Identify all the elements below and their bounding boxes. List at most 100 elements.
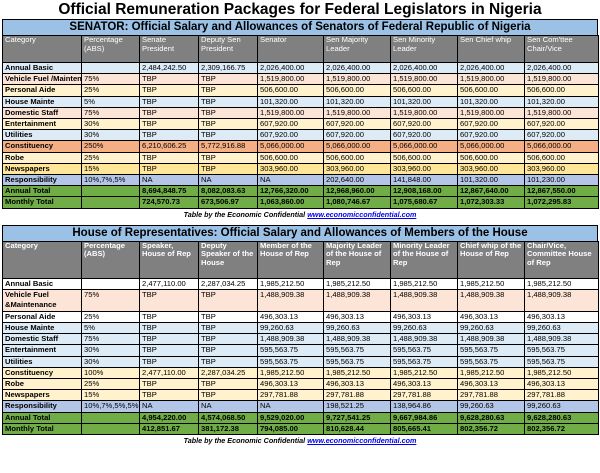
- table-cell: 297,781.88: [524, 389, 599, 402]
- table-cell: 1,519,800.00: [390, 106, 458, 120]
- table-cell: 297,781.88: [390, 389, 458, 402]
- table-cell: 496,303.13: [390, 310, 458, 324]
- column-header: Majority Leader of the House of Rep: [323, 240, 391, 279]
- row-category: Personal Aide: [2, 310, 82, 324]
- table-cell: 2,477,110.00: [139, 366, 199, 380]
- table-cell: 1,519,800.00: [257, 73, 324, 86]
- table-cell: 1,519,800.00: [390, 73, 458, 86]
- table-cell: TBP: [139, 129, 199, 142]
- table-cell: TBP: [139, 118, 199, 131]
- table-cell: 1,519,800.00: [257, 106, 324, 120]
- column-header: Member of the House of Rep: [257, 240, 324, 279]
- table-row: Monthly Total 724,570.73 673,506.97 1,063,8…: [2, 196, 599, 209]
- table-cell: [81, 185, 140, 198]
- table-cell: TBP: [198, 344, 258, 357]
- table-cell: 496,303.13: [457, 310, 525, 324]
- table-cell: TBP: [139, 310, 199, 324]
- table-cell: TBP: [139, 73, 199, 86]
- table-cell: 2,026,400.00: [524, 61, 599, 75]
- table-cell: TBP: [139, 162, 199, 176]
- table-cell: 5,066,000.00: [457, 140, 525, 153]
- table-cell: 99,260.63: [257, 322, 324, 335]
- table-cell: 506,600.00: [257, 151, 324, 164]
- table-cell: 506,600.00: [257, 84, 324, 97]
- row-category: Utilities: [2, 129, 82, 142]
- table-cell: 1,985,212.50: [457, 366, 525, 380]
- table-cell: [81, 411, 140, 424]
- column-header: Category: [2, 240, 82, 279]
- table-cell: 8,082,083.63: [198, 185, 258, 198]
- table-row: Annual Basic 2,477,110.00 2,287,034.25 1,98…: [2, 277, 599, 290]
- table-cell: 496,303.13: [457, 378, 525, 391]
- table-cell: 673,506.97: [198, 196, 258, 209]
- table-row: Entertainment 30% TBP TBP 607,920.00 607,920.…: [2, 118, 599, 131]
- column-header: Chief whip of the House of Rep: [457, 240, 525, 279]
- table-cell: 595,563.75: [524, 355, 599, 368]
- table-cell: 607,920.00: [390, 118, 458, 131]
- table-cell: NA: [139, 174, 199, 187]
- table-cell: 5%: [81, 95, 140, 108]
- table-cell: 75%: [81, 333, 140, 346]
- table-cell: 506,600.00: [457, 151, 525, 164]
- table-cell: 10%,7%,5%: [81, 174, 140, 187]
- table-cell: 12,867,550.00: [524, 185, 599, 198]
- table-cell: 1,488,909.38: [390, 288, 458, 312]
- table-cell: 30%: [81, 129, 140, 142]
- table-cell: 297,781.88: [323, 389, 391, 402]
- table-cell: 595,563.75: [457, 344, 525, 357]
- table-cell: TBP: [139, 333, 199, 346]
- table-cell: 75%: [81, 288, 140, 312]
- table-cell: 8,694,848.75: [139, 185, 199, 198]
- table-cell: 4,574,068.50: [198, 411, 258, 424]
- table-row: Annual Total 4,954,220.00 4,574,068.50 9,52…: [2, 411, 599, 424]
- table-row: Robe 25% TBP TBP 506,600.00 506,600.00 506,600…: [2, 151, 599, 164]
- table-cell: 1,519,800.00: [524, 106, 599, 120]
- table-cell: TBP: [198, 378, 258, 391]
- table-cell: 412,851.67: [139, 422, 199, 436]
- table-cell: 141,848.00: [390, 174, 458, 187]
- credit-link[interactable]: www.economicconfidential.com: [307, 209, 417, 219]
- table-cell: 1,519,800.00: [457, 73, 525, 86]
- table-cell: TBP: [139, 95, 199, 108]
- table-cell: 506,600.00: [457, 84, 525, 97]
- table-cell: 1,075,680.67: [390, 196, 458, 209]
- table-cell: 607,920.00: [524, 129, 599, 142]
- table-cell: TBP: [139, 344, 199, 357]
- row-category: Responsibility: [2, 174, 82, 187]
- table-cell: 25%: [81, 151, 140, 164]
- table-cell: 607,920.00: [524, 118, 599, 131]
- senate-header-row: Category Percentage (ABS) Senate President…: [2, 35, 599, 63]
- table-row: Constituency 250% 6,210,606.25 5,772,916.88…: [2, 140, 599, 153]
- table-cell: 15%: [81, 162, 140, 176]
- table-row: Utilities 30% TBP TBP 607,920.00 607,920.00 60…: [2, 129, 599, 142]
- table-cell: 794,085.00: [257, 422, 324, 436]
- table-cell: 1,072,295.83: [524, 196, 599, 209]
- table-cell: TBP: [139, 288, 199, 312]
- table-cell: 496,303.13: [257, 378, 324, 391]
- table-cell: 9,667,984.86: [390, 411, 458, 424]
- column-header: Chair/Vice, Committee House of Rep: [524, 240, 599, 279]
- table-cell: 2,309,166.75: [198, 61, 258, 75]
- table-cell: 30%: [81, 355, 140, 368]
- table-cell: 250%: [81, 140, 140, 153]
- table-cell: 5,066,000.00: [524, 140, 599, 153]
- table-cell: 381,172.38: [198, 422, 258, 436]
- column-header: Sen Majority Leader: [323, 35, 391, 63]
- table-cell: 1,985,212.50: [390, 277, 458, 290]
- table-cell: TBP: [139, 151, 199, 164]
- table-cell: TBP: [139, 84, 199, 97]
- table-cell: 100%: [81, 366, 140, 380]
- table-cell: 99,260.63: [457, 400, 525, 413]
- table-cell: 4,954,220.00: [139, 411, 199, 424]
- table-cell: 1,985,212.50: [257, 277, 324, 290]
- column-header: Sen Minority Leader: [390, 35, 458, 63]
- table-cell: 724,570.73: [139, 196, 199, 209]
- table-cell: 1,985,212.50: [323, 366, 391, 380]
- column-header: Percentage (ABS): [81, 240, 140, 279]
- table-cell: 9,727,541.25: [323, 411, 391, 424]
- table-cell: 9,628,280.63: [524, 411, 599, 424]
- credit-link[interactable]: www.economicconfidential.com: [307, 436, 417, 446]
- table-cell: NA: [257, 174, 324, 187]
- table-cell: 595,563.75: [323, 355, 391, 368]
